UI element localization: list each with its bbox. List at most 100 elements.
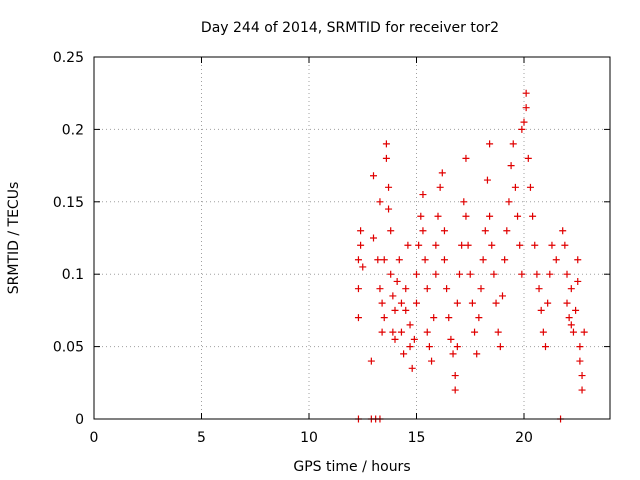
data-point [462, 154, 470, 162]
y-tick-label: 0.05 [53, 340, 84, 356]
x-tick-label: 20 [515, 430, 533, 446]
data-point [477, 285, 485, 293]
data-point [574, 277, 582, 285]
data-point [370, 234, 377, 242]
data-point [397, 328, 405, 336]
data-point [578, 372, 586, 380]
data-point [542, 343, 549, 351]
data-point [475, 314, 483, 322]
data-point [385, 205, 393, 213]
data-point [511, 183, 519, 191]
data-point [460, 198, 468, 206]
data-point [382, 154, 390, 162]
data-point [402, 285, 410, 293]
data-point [462, 212, 470, 220]
data-point [505, 198, 513, 206]
data-point [503, 227, 511, 235]
data-point [447, 335, 455, 343]
data-point [406, 343, 414, 351]
data-point [354, 256, 362, 264]
data-point [565, 314, 573, 322]
data-point [567, 321, 575, 329]
data-point [471, 328, 479, 336]
data-point [419, 227, 427, 235]
data-point [389, 292, 397, 300]
data-point [574, 256, 582, 264]
data-point [490, 270, 498, 278]
data-point [533, 270, 541, 278]
y-tick-label: 0.15 [53, 195, 84, 211]
data-point [357, 227, 365, 235]
data-point [378, 299, 386, 307]
data-point [354, 285, 362, 293]
data-point [518, 270, 526, 278]
data-point [382, 140, 390, 148]
axis-ticks: 0 0.05 0.1 0.15 0.2 0.25 0 5 10 15 20 [53, 50, 610, 446]
data-point [499, 292, 506, 300]
data-point [417, 212, 425, 220]
data-point [451, 372, 459, 380]
data-point [413, 299, 420, 307]
data-point [421, 256, 429, 264]
data-point [432, 270, 440, 278]
data-point [410, 335, 418, 343]
data-point [518, 125, 526, 133]
data-point [357, 241, 365, 249]
data-point [374, 256, 382, 264]
data-point [537, 306, 545, 314]
data-point [578, 386, 586, 394]
data-point [464, 241, 472, 249]
data-point [376, 285, 384, 293]
data-point [501, 256, 509, 264]
data-point [395, 256, 403, 264]
data-point [466, 270, 474, 278]
data-point [436, 183, 444, 191]
data-point [522, 104, 530, 112]
data-point [520, 118, 528, 126]
y-tick-label: 0.2 [62, 122, 84, 138]
data-point [496, 343, 504, 351]
data-point [451, 386, 459, 394]
data-point [479, 256, 487, 264]
data-point [576, 357, 584, 365]
y-tick-label: 0 [75, 412, 84, 428]
data-point [440, 227, 448, 235]
data-point [580, 328, 588, 336]
data-point [576, 343, 584, 351]
data-point [380, 256, 388, 264]
data-point [453, 299, 461, 307]
data-point [492, 299, 500, 307]
data-point [419, 191, 427, 199]
data-point [443, 285, 451, 293]
data-point [526, 183, 534, 191]
x-tick-label: 15 [408, 430, 426, 446]
data-point [413, 270, 420, 278]
data-point [494, 328, 502, 336]
data-point [563, 299, 571, 307]
data-point [402, 306, 410, 314]
data-point [449, 350, 457, 358]
data-point [438, 169, 446, 177]
data-point [440, 256, 448, 264]
data-point [400, 350, 408, 358]
x-tick-label: 5 [197, 430, 206, 446]
data-point [473, 350, 481, 358]
data-point [453, 343, 461, 351]
data-point [370, 172, 377, 180]
y-tick-label: 0.25 [53, 50, 84, 66]
data-point [456, 270, 463, 278]
data-point [415, 241, 423, 249]
data-point [434, 212, 442, 220]
data-point [559, 227, 567, 235]
data-point [535, 285, 543, 293]
data-point [561, 241, 569, 249]
data-point [354, 314, 362, 322]
x-tick-label: 0 [90, 430, 99, 446]
data-point [569, 328, 577, 336]
grid-lines [94, 57, 610, 419]
data-point [408, 364, 416, 372]
data-point [391, 306, 399, 314]
data-point [428, 357, 436, 365]
data-point [514, 212, 522, 220]
